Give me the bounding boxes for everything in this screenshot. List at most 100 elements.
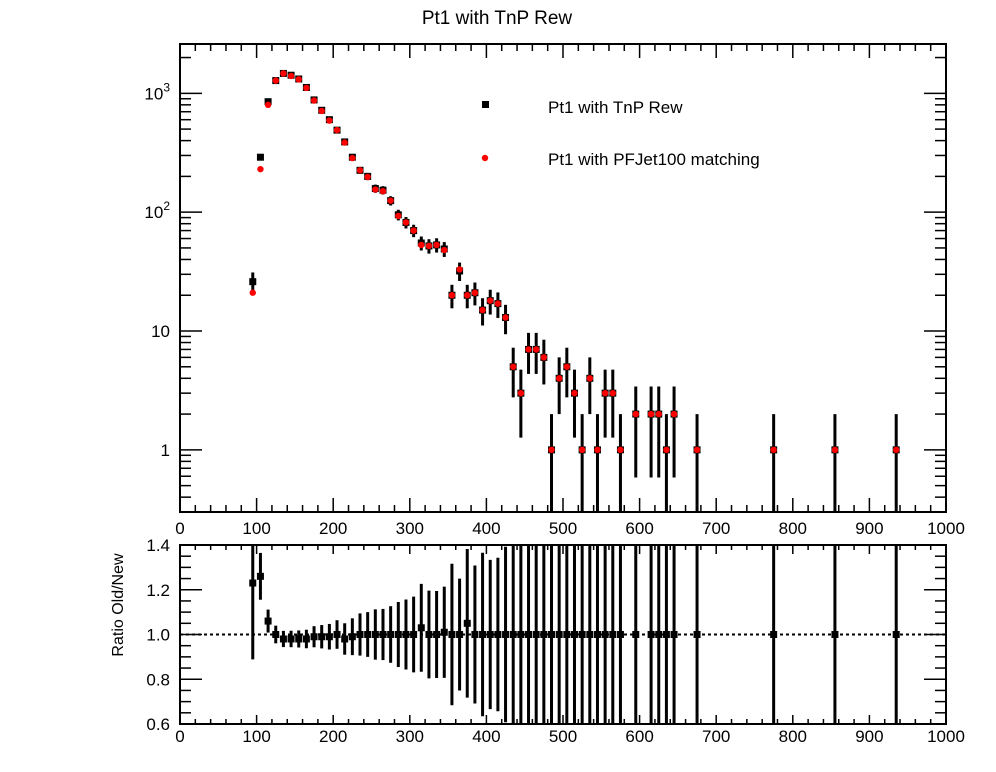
y-tick-label: 1.2 xyxy=(146,581,170,600)
data-point-pfjet100 xyxy=(395,212,402,220)
data-point-pfjet100 xyxy=(372,186,379,193)
ratio-data-point xyxy=(463,619,471,627)
x-tick-label: 700 xyxy=(702,519,730,538)
data-point-pfjet100 xyxy=(356,167,364,174)
data-point-pfjet100 xyxy=(456,266,463,273)
data-point-pfjet100 xyxy=(632,410,639,418)
ratio-data-point xyxy=(364,631,372,638)
x-tick-label: 400 xyxy=(472,519,500,538)
ratio-data-point xyxy=(831,631,839,638)
legend-marker-tnp-rew xyxy=(482,101,489,108)
data-point-pfjet100 xyxy=(609,389,616,397)
x-tick-label: 1000 xyxy=(927,519,965,538)
data-point-pfjet100 xyxy=(893,446,900,454)
data-point-pfjet100 xyxy=(594,446,601,454)
main-error-bars xyxy=(251,72,898,512)
ratio-data-point xyxy=(249,579,257,587)
data-point-pfjet100 xyxy=(517,389,525,397)
x-tick-label: 300 xyxy=(396,727,424,746)
ratio-data-point xyxy=(264,617,272,625)
x-tick-label: 800 xyxy=(779,727,807,746)
data-point-pfjet100 xyxy=(280,70,287,77)
data-point-pfjet100 xyxy=(670,410,678,418)
x-tick-label: 700 xyxy=(702,727,730,746)
x-tick-label: 600 xyxy=(625,727,653,746)
ratio-data-point xyxy=(548,631,556,638)
data-point-pfjet100 xyxy=(601,389,609,397)
ratio-data-point xyxy=(417,624,425,632)
figure-title: Pt1 with TnP Rew xyxy=(422,8,573,29)
data-point-tnp-rew xyxy=(256,153,264,161)
x-tick-label: 900 xyxy=(855,519,883,538)
main-y-tick-labels: 1 10 102 103 xyxy=(144,80,170,460)
data-point-pfjet100 xyxy=(310,97,318,104)
x-tick-label: 300 xyxy=(396,519,424,538)
data-point-pfjet100 xyxy=(663,446,670,454)
data-point-pfjet100 xyxy=(387,197,394,204)
data-point-pfjet100 xyxy=(333,126,341,134)
data-point-pfjet100 xyxy=(257,165,264,173)
data-point-pfjet100 xyxy=(464,292,471,299)
ratio-data-point xyxy=(256,572,264,580)
data-point-pfjet100 xyxy=(272,77,279,84)
y-tick-label: 103 xyxy=(144,80,170,103)
data-point-pfjet100 xyxy=(418,241,425,249)
ratio-data-point xyxy=(394,631,402,638)
ratio-data-point xyxy=(318,633,326,641)
ratio-data-point xyxy=(601,631,609,638)
y-tick-label: 1 xyxy=(161,441,170,460)
y-tick-label: 10 xyxy=(151,322,170,341)
ratio-data-point xyxy=(325,633,333,641)
y-tick-label: 1.0 xyxy=(146,626,170,645)
ratio-data-point xyxy=(509,631,517,638)
ratio-x-tick-labels: 0 100 200 300 400 500 600 700 800 900 1000 xyxy=(175,727,965,746)
ratio-data-point xyxy=(563,631,571,638)
data-point-pfjet100 xyxy=(548,446,555,454)
data-point-pfjet100 xyxy=(318,107,325,115)
data-point-pfjet100 xyxy=(578,446,586,454)
ratio-data-point xyxy=(272,631,280,638)
ratio-data-point xyxy=(425,631,433,638)
ratio-data-point xyxy=(693,631,701,638)
data-point-pfjet100 xyxy=(433,241,440,249)
ratio-data-point xyxy=(892,631,900,638)
data-point-pfjet100 xyxy=(295,76,302,83)
ratio-data-point xyxy=(662,631,670,638)
x-tick-label: 200 xyxy=(319,727,347,746)
data-point-pfjet100 xyxy=(364,173,371,181)
ratio-data-point xyxy=(586,631,594,638)
ratio-data-point xyxy=(770,631,778,638)
ratio-data-point xyxy=(616,631,624,638)
ratio-data-point xyxy=(440,628,448,636)
ratio-data-point xyxy=(486,631,494,638)
ratio-data-point xyxy=(341,635,349,643)
data-point-pfjet100 xyxy=(287,72,295,80)
x-tick-label: 100 xyxy=(242,727,270,746)
ratio-data-point xyxy=(287,635,295,643)
ratio-data-point xyxy=(479,631,487,638)
ratio-data-points xyxy=(249,572,900,643)
data-point-pfjet100 xyxy=(510,363,517,370)
ratio-y-axis-label: Ratio Old/New xyxy=(110,553,127,657)
main-axis-ticks xyxy=(179,44,947,513)
data-point-pfjet100 xyxy=(341,139,348,146)
data-point-pfjet100 xyxy=(441,246,448,254)
data-point-pfjet100 xyxy=(326,117,333,124)
data-point-pfjet100 xyxy=(471,289,479,296)
data-point-pfjet100 xyxy=(425,242,433,250)
x-tick-label: 1000 xyxy=(927,727,965,746)
ratio-data-point xyxy=(655,631,663,638)
x-tick-label: 0 xyxy=(175,727,184,746)
data-point-pfjet100 xyxy=(693,446,701,454)
x-tick-label: 800 xyxy=(779,519,807,538)
ratio-data-point xyxy=(517,631,525,638)
x-tick-label: 900 xyxy=(855,727,883,746)
ratio-data-point xyxy=(593,631,601,638)
ratio-data-point xyxy=(402,631,410,638)
data-point-pfjet100 xyxy=(502,314,509,321)
ratio-data-point xyxy=(333,631,341,638)
ratio-data-point xyxy=(471,631,479,638)
ratio-data-point xyxy=(578,631,586,638)
main-panel: 0 100 200 300 400 500 600 700 800 900 1000 1101021… xyxy=(144,43,965,538)
